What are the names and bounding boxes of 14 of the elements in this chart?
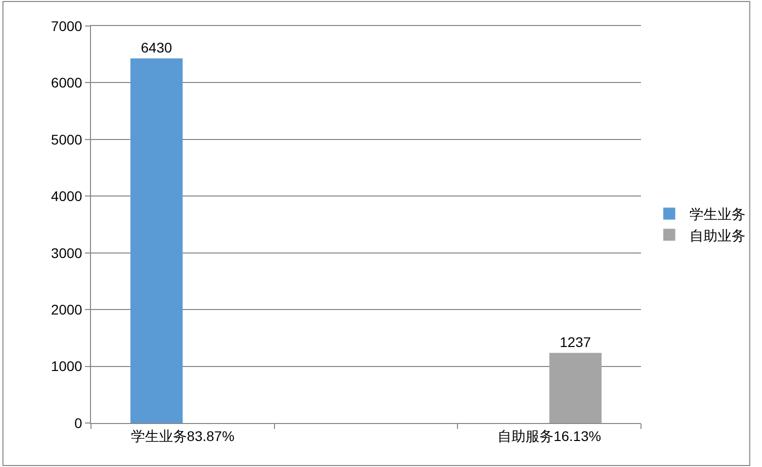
y-tick-label: 0 <box>74 414 82 431</box>
data-label: 1237 <box>560 334 592 350</box>
legend-label: 自助业务 <box>689 227 746 244</box>
x-tick-label: 学生业务83.87% <box>130 428 234 444</box>
x-tick-label: 自助服务16.13% <box>498 428 602 444</box>
y-tick-label: 5000 <box>51 131 82 148</box>
y-tick-label: 1000 <box>51 358 82 374</box>
y-tick-label: 6000 <box>51 74 82 91</box>
y-tick-label: 4000 <box>51 188 82 204</box>
y-tick-label: 2000 <box>51 301 82 318</box>
legend-label: 学生业务 <box>689 206 746 222</box>
y-tick-label: 3000 <box>51 244 82 261</box>
y-tick-label: 7000 <box>51 18 82 34</box>
data-label: 6430 <box>140 39 172 56</box>
